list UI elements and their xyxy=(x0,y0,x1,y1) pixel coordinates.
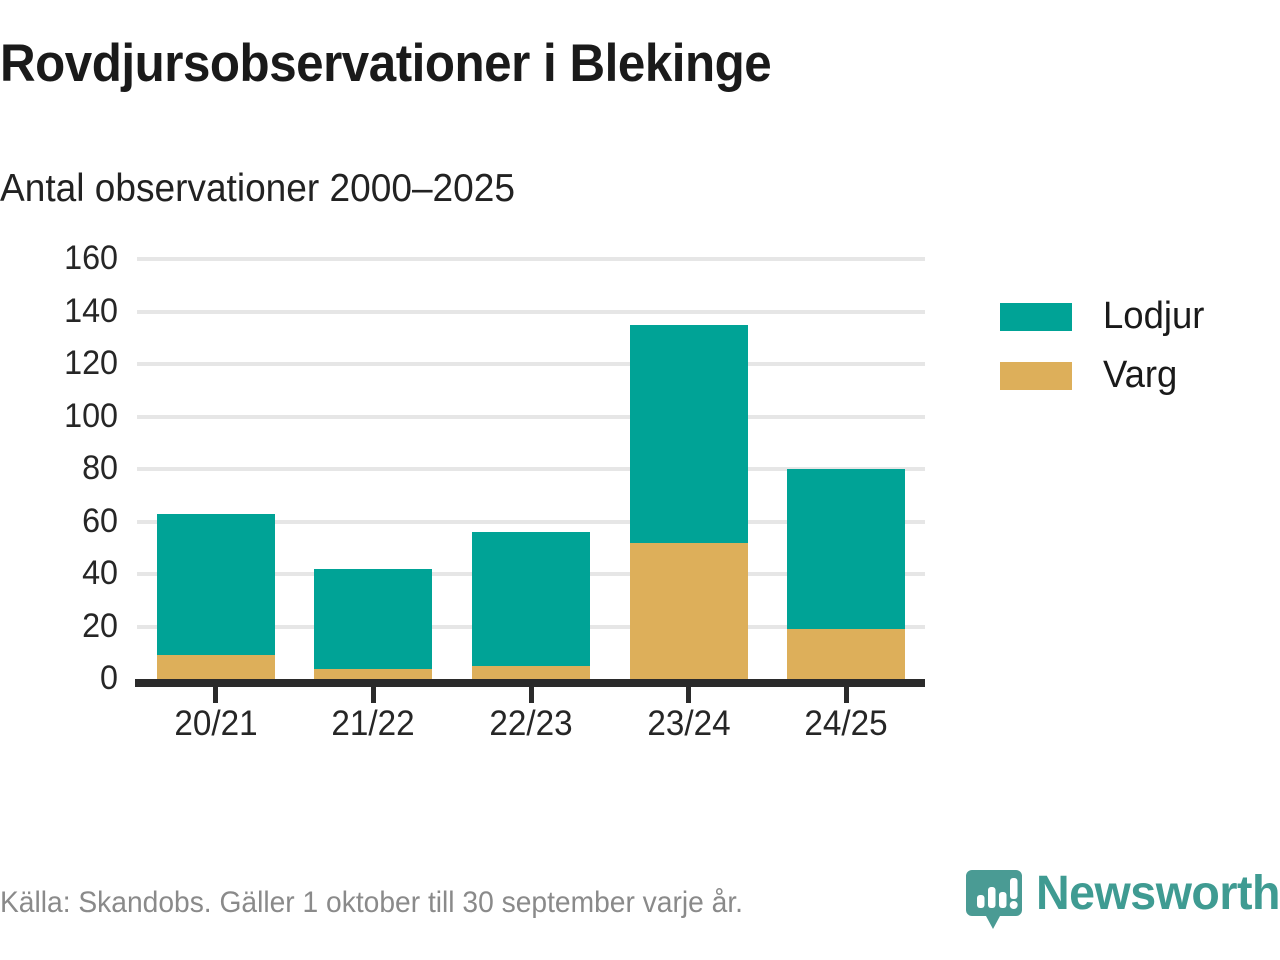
bar-segment-lodjur[interactable] xyxy=(472,532,590,666)
bar-segment-lodjur[interactable] xyxy=(314,568,433,669)
bar-segment-lodjur[interactable] xyxy=(629,324,748,543)
legend-swatch xyxy=(1000,362,1072,390)
page-title: Rovdjursobservationer i Blekinge xyxy=(0,34,772,93)
gridline xyxy=(137,519,925,524)
y-axis-tick-label: 40 xyxy=(82,554,118,592)
bar-segment-varg[interactable] xyxy=(472,665,590,679)
chart-subtitle: Antal observationer 2000–2025 xyxy=(0,167,515,210)
x-axis-label: 21/22 xyxy=(331,704,415,743)
legend-label: Lodjur xyxy=(1103,295,1205,337)
x-axis-tick xyxy=(843,681,849,703)
x-axis-line xyxy=(135,679,925,687)
x-axis-tick xyxy=(686,681,692,703)
y-axis-tick-label: 140 xyxy=(64,291,118,330)
plot-area: 0 20 40 60 80 100 120 140 160 20/21 21/22 22/23 23/… xyxy=(0,230,960,760)
y-axis-tick-label: 120 xyxy=(64,344,118,382)
newsworthy-speech-bubble-bars-icon xyxy=(966,870,1022,929)
x-axis-label: 20/21 xyxy=(174,704,258,743)
gridline xyxy=(137,467,925,471)
bar-segment-varg[interactable] xyxy=(629,542,748,679)
legend-item-lodjur[interactable]: Lodjur xyxy=(1000,290,1260,349)
y-axis-tick-label: 60 xyxy=(82,501,118,540)
gridline xyxy=(137,309,925,314)
legend-swatch xyxy=(1000,303,1072,331)
x-axis-label: 24/25 xyxy=(804,704,888,743)
y-axis-tick-label: 100 xyxy=(64,396,118,435)
x-axis-tick xyxy=(370,681,376,703)
source-note: Källa: Skandobs. Gäller 1 oktober till 3… xyxy=(0,886,743,919)
brand-logo: Newsworthy xyxy=(966,868,1280,942)
bar-series-container: 20/21 21/22 22/23 23/24 24/25 xyxy=(0,230,960,760)
y-axis-tick-label: 0 xyxy=(100,659,118,697)
bar-segment-varg[interactable] xyxy=(314,668,433,679)
legend-label: Varg xyxy=(1103,354,1178,396)
gridline xyxy=(137,414,925,419)
bar-segment-lodjur[interactable] xyxy=(787,469,906,630)
y-axis-tick-label: 20 xyxy=(82,606,118,645)
x-axis-tick xyxy=(528,681,534,703)
bar-segment-varg[interactable] xyxy=(156,655,275,679)
x-axis-label: 23/24 xyxy=(646,704,731,743)
x-axis-tick xyxy=(213,681,219,703)
chart-legend: Lodjur Varg xyxy=(1000,290,1260,408)
gridline xyxy=(137,362,925,366)
bar-segment-lodjur[interactable] xyxy=(156,513,275,656)
y-axis-tick-label: 80 xyxy=(82,449,118,487)
legend-item-varg[interactable]: Varg xyxy=(1000,349,1260,408)
y-axis-tick-label: 160 xyxy=(64,239,118,277)
gridline xyxy=(137,257,925,261)
brand-name: Newsworthy xyxy=(1036,867,1280,920)
x-axis-label: 22/23 xyxy=(489,704,573,743)
bar-segment-varg[interactable] xyxy=(787,629,906,679)
